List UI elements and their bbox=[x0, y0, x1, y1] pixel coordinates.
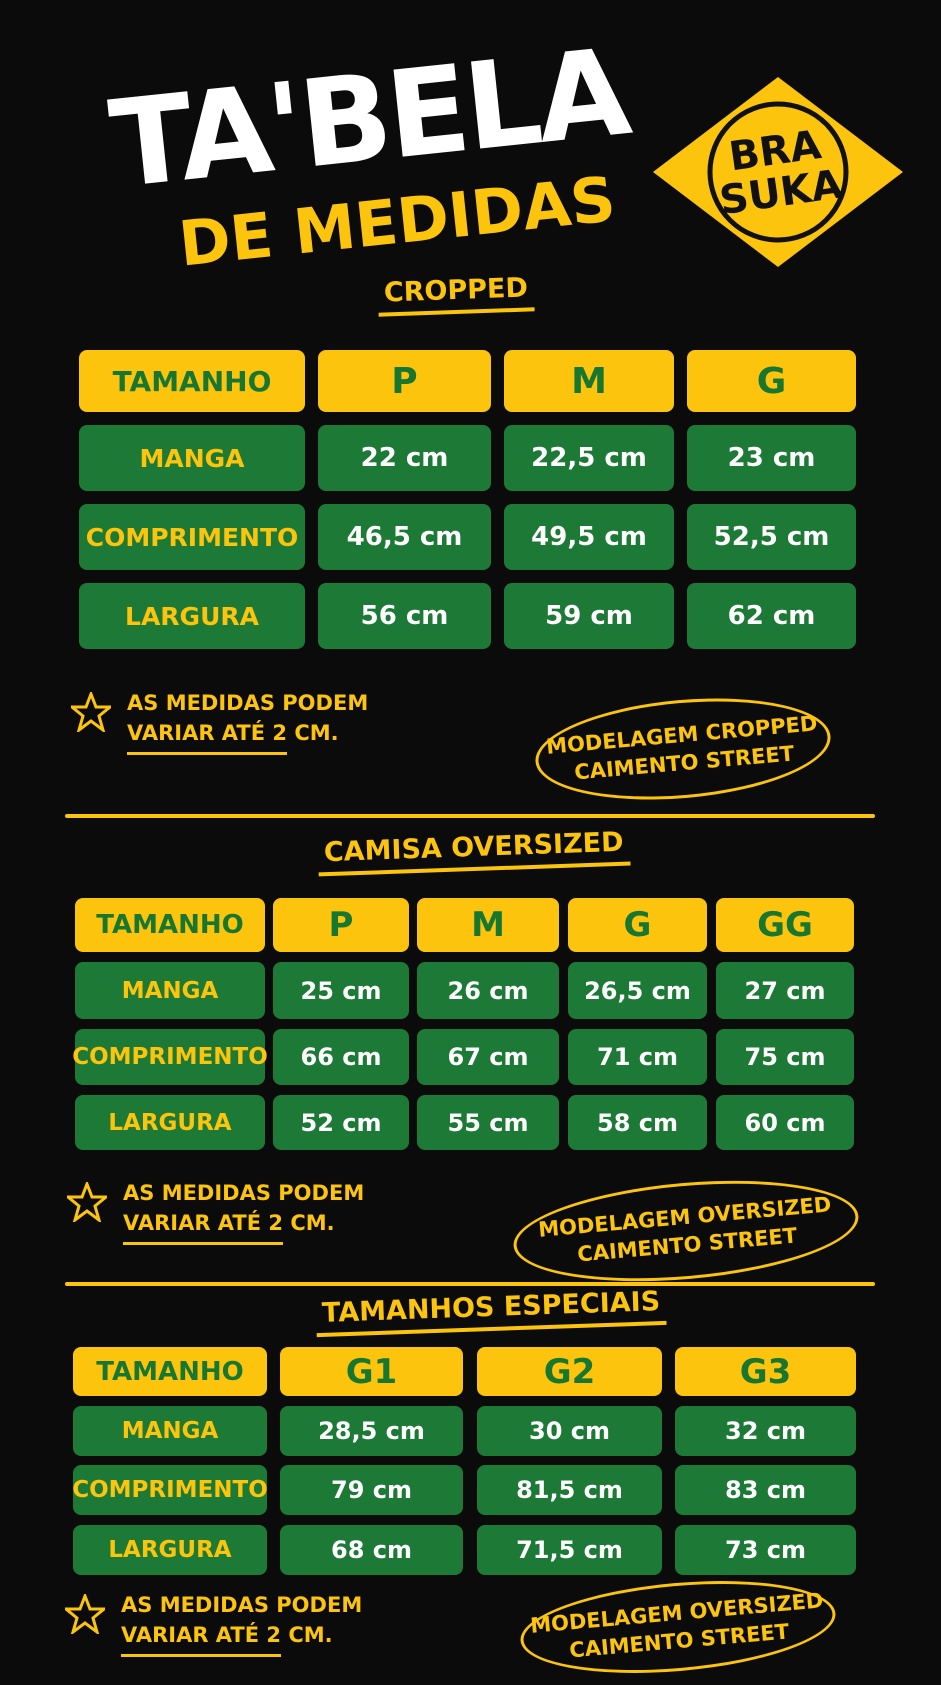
note-underline bbox=[121, 1654, 281, 1657]
value-cell: 28,5 cm bbox=[280, 1406, 463, 1456]
row-label: MANGA bbox=[73, 1406, 267, 1456]
note: AS MEDIDAS PODEM VARIAR ATÉ 2 CM. bbox=[123, 1178, 364, 1238]
header-cell: M bbox=[417, 898, 559, 952]
star-icon bbox=[67, 689, 115, 741]
value-cell: 46,5 cm bbox=[318, 504, 491, 570]
header-cell: TAMANHO bbox=[79, 350, 305, 412]
note-line: VARIAR ATÉ 2 CM. bbox=[121, 1623, 333, 1647]
note-line: AS MEDIDAS PODEM bbox=[121, 1593, 363, 1617]
star-icon bbox=[63, 1179, 111, 1231]
value-cell: 26 cm bbox=[417, 962, 559, 1019]
divider bbox=[65, 814, 875, 818]
row-label: COMPRIMENTO bbox=[79, 504, 305, 570]
value-cell: 55 cm bbox=[417, 1095, 559, 1150]
value-cell: 60 cm bbox=[716, 1095, 854, 1150]
note-underline bbox=[127, 752, 287, 755]
header-cell: G1 bbox=[280, 1347, 463, 1396]
value-cell: 23 cm bbox=[687, 425, 856, 491]
value-cell: 73 cm bbox=[675, 1525, 856, 1575]
value-cell: 81,5 cm bbox=[477, 1465, 662, 1515]
header-cell: TAMANHO bbox=[75, 898, 265, 952]
note: AS MEDIDAS PODEM VARIAR ATÉ 2 CM. bbox=[127, 688, 368, 748]
value-cell: 58 cm bbox=[568, 1095, 707, 1150]
row-label: COMPRIMENTO bbox=[72, 1029, 268, 1085]
note-underline bbox=[123, 1242, 283, 1245]
badge: MODELAGEM OVERSIZED CAIMENTO STREET bbox=[516, 1569, 840, 1685]
header-cell: GG bbox=[716, 898, 854, 952]
section-title: CAMISA OVERSIZED bbox=[317, 826, 631, 877]
value-cell: 52,5 cm bbox=[687, 504, 856, 570]
logo-circle bbox=[707, 101, 849, 243]
note-line: VARIAR ATÉ 2 CM. bbox=[127, 721, 339, 745]
header-cell: G bbox=[568, 898, 707, 952]
header-cell: G3 bbox=[675, 1347, 856, 1396]
value-cell: 75 cm bbox=[716, 1029, 854, 1085]
header-cell: P bbox=[273, 898, 409, 952]
value-cell: 67 cm bbox=[417, 1029, 559, 1085]
value-cell: 68 cm bbox=[280, 1525, 463, 1575]
star bbox=[67, 689, 115, 734]
logo-diamond bbox=[653, 77, 903, 267]
value-cell: 22 cm bbox=[318, 425, 491, 491]
value-cell: 25 cm bbox=[273, 962, 409, 1019]
star-icon bbox=[61, 1591, 109, 1643]
header-cell: TAMANHO bbox=[73, 1347, 267, 1396]
value-cell: 32 cm bbox=[675, 1406, 856, 1456]
row-label: MANGA bbox=[79, 425, 305, 491]
value-cell: 22,5 cm bbox=[504, 425, 674, 491]
row-label: MANGA bbox=[75, 962, 265, 1019]
header-cell: M bbox=[504, 350, 674, 412]
value-cell: 49,5 cm bbox=[504, 504, 674, 570]
value-cell: 71 cm bbox=[568, 1029, 707, 1085]
value-cell: 79 cm bbox=[280, 1465, 463, 1515]
star bbox=[63, 1179, 111, 1224]
value-cell: 83 cm bbox=[675, 1465, 856, 1515]
value-cell: 59 cm bbox=[504, 583, 674, 649]
value-cell: 30 cm bbox=[477, 1406, 662, 1456]
note-line: VARIAR ATÉ 2 CM. bbox=[123, 1211, 335, 1235]
header-cell: G2 bbox=[477, 1347, 662, 1396]
section-title: TAMANHOS ESPECIAIS bbox=[315, 1285, 667, 1338]
note: AS MEDIDAS PODEM VARIAR ATÉ 2 CM. bbox=[121, 1590, 362, 1650]
value-cell: 62 cm bbox=[687, 583, 856, 649]
value-cell: 52 cm bbox=[273, 1095, 409, 1150]
section-title: CROPPED bbox=[377, 272, 535, 317]
note-line: AS MEDIDAS PODEM bbox=[123, 1181, 365, 1205]
header-cell: P bbox=[318, 350, 491, 412]
divider bbox=[65, 1282, 875, 1286]
row-label: LARGURA bbox=[75, 1095, 265, 1150]
badge: MODELAGEM CROPPED CAIMENTO STREET bbox=[531, 687, 835, 811]
row-label: LARGURA bbox=[73, 1525, 267, 1575]
value-cell: 66 cm bbox=[273, 1029, 409, 1085]
logo: BRA SUKA bbox=[653, 77, 903, 267]
value-cell: 26,5 cm bbox=[568, 962, 707, 1019]
star bbox=[61, 1591, 109, 1636]
value-cell: 27 cm bbox=[716, 962, 854, 1019]
value-cell: 56 cm bbox=[318, 583, 491, 649]
row-label: LARGURA bbox=[79, 583, 305, 649]
note-line: AS MEDIDAS PODEM bbox=[127, 691, 369, 715]
row-label: COMPRIMENTO bbox=[72, 1465, 268, 1515]
badge: MODELAGEM OVERSIZED CAIMENTO STREET bbox=[509, 1168, 863, 1294]
value-cell: 71,5 cm bbox=[477, 1525, 662, 1575]
header-cell: G bbox=[687, 350, 856, 412]
